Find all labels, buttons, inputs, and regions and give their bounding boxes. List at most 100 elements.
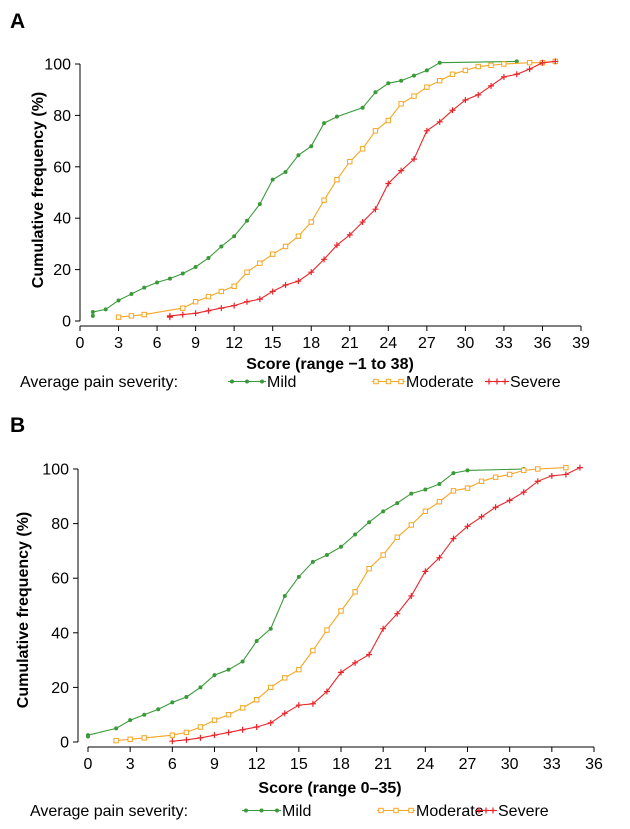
panel-b-series-severe [169, 464, 583, 745]
panel-a-point-mild [116, 298, 121, 303]
panel-a-x-tick-label: 21 [341, 335, 359, 352]
panel-b-point-mild [381, 509, 386, 514]
panel-b-point-severe [422, 568, 429, 575]
panel-b-point-severe [183, 736, 190, 743]
panel-a-point-moderate [449, 71, 456, 77]
panel-a-line-mild [92, 60, 517, 316]
panel-b-point-mild [142, 712, 147, 717]
panel-b-point-mild [395, 501, 400, 506]
panel-b-legend-marker-severe [476, 807, 482, 814]
panel-b-legend-label-mild: Mild [282, 803, 311, 820]
panel-a-point-severe [321, 256, 328, 263]
panel-a-x-tick-label: 36 [534, 335, 552, 352]
panel-b-y-tick-label: 100 [42, 462, 69, 479]
panel-b-point-severe [394, 610, 401, 617]
panel-a-point-moderate [218, 288, 225, 295]
panel-b-y-tick-label: 80 [51, 516, 69, 533]
panel-a-point-mild [424, 68, 429, 73]
panel-a-point-moderate [244, 269, 250, 275]
panel-b-point-mild [353, 532, 358, 537]
panel-a-point-severe [372, 206, 379, 213]
panel-a-point-moderate [462, 67, 469, 74]
panel-b-point-moderate [239, 705, 246, 711]
panel-a-point-moderate [128, 313, 135, 319]
panel-b-label: B [10, 414, 25, 437]
panel-a-point-moderate [321, 197, 327, 203]
panel-a-point-mild [219, 244, 224, 249]
panel-b-point-moderate [563, 464, 569, 471]
panel-a-y-tick-label: 40 [53, 211, 71, 228]
panel-a-point-mild [514, 59, 519, 64]
panel-a-point-mild [167, 276, 172, 281]
panel-a-point-severe [539, 59, 546, 66]
panel-a-point-mild [412, 73, 416, 78]
panel-a-point-mild [245, 218, 249, 223]
panel-b-point-moderate [352, 589, 358, 595]
panel-a-point-severe [423, 127, 430, 134]
panel-b-legend-marker-mild [244, 808, 248, 813]
panel-a-point-moderate [282, 243, 289, 250]
panel-a-point-severe [256, 296, 263, 303]
panel-b-point-severe [534, 478, 541, 485]
panel-b-x-tick-label: 3 [126, 756, 135, 773]
panel-b-point-severe [338, 669, 344, 676]
panel-b-point-moderate [478, 478, 485, 484]
panel-a-x-tick-label: 24 [379, 335, 397, 352]
panel-a-y-tick-label: 100 [44, 57, 71, 74]
panel-b-point-moderate [169, 732, 176, 738]
panel-a-x-tick-label: 30 [456, 335, 474, 352]
panel-b-point-severe [169, 738, 176, 745]
panel-b-x-tick-label: 27 [459, 756, 477, 773]
panel-b-line-mild [87, 468, 524, 737]
panel-b-point-moderate [211, 717, 218, 723]
panel-a-x-tick-label: 12 [225, 335, 243, 352]
panel-a-point-mild [180, 271, 185, 276]
panel-b-point-moderate [141, 735, 147, 741]
panel-b-point-mild [367, 520, 372, 525]
panel-a-point-mild [296, 153, 301, 158]
panel-a-point-moderate [231, 283, 237, 290]
panel-b-point-severe [225, 729, 232, 736]
panel-b-point-moderate [310, 647, 316, 654]
panel-a-x-tick-label: 15 [264, 335, 282, 352]
panel-a-point-moderate [180, 305, 186, 311]
panel-a-point-mild [437, 60, 442, 65]
panel-a-point-moderate [347, 158, 353, 165]
panel-a-series-moderate [115, 58, 559, 320]
panel-a-point-moderate [475, 63, 481, 70]
panel-b-point-severe [436, 554, 443, 561]
panel-b-point-moderate [394, 534, 400, 540]
panel-a-point-severe [411, 156, 417, 163]
panel-b-point-moderate [436, 499, 443, 505]
panel-a-point-severe [166, 312, 173, 319]
panel-a-point-severe [282, 282, 289, 289]
panel-a-point-severe [295, 278, 302, 285]
panel-b-point-mild [282, 593, 287, 598]
panel-b-point-moderate [282, 675, 288, 681]
panel-b-point-mild [268, 626, 273, 631]
panel-a-point-moderate [385, 117, 392, 124]
panel-a-legend-marker-moderate [385, 378, 392, 385]
panel-b-point-severe [520, 489, 527, 496]
panel-a-point-severe [269, 288, 276, 295]
panel-b-point-severe [281, 710, 288, 717]
panel-b-y-tick-label: 0 [60, 735, 69, 752]
panel-b-point-moderate [422, 508, 429, 515]
panel-b-point-moderate [113, 737, 119, 744]
panel-b-point-severe [366, 651, 373, 658]
panel-b-point-moderate [535, 466, 541, 472]
panel-a-point-moderate [295, 233, 302, 239]
panel-a-x-tick-label: 39 [572, 335, 590, 352]
panel-a-point-moderate [334, 176, 340, 183]
panel-b-point-mild [226, 667, 231, 672]
panel-b-point-moderate [253, 696, 260, 703]
panel-a-series-mild [90, 59, 519, 318]
panel-a-point-moderate [501, 61, 507, 67]
panel-a-legend-marker-mild [260, 379, 264, 384]
panel-b-point-mild [339, 544, 343, 549]
panel-b-x-tick-label: 18 [332, 756, 350, 773]
panel-b-point-severe [239, 726, 246, 733]
panel-a-point-severe [488, 82, 495, 89]
panel-a-point-mild [90, 313, 95, 318]
